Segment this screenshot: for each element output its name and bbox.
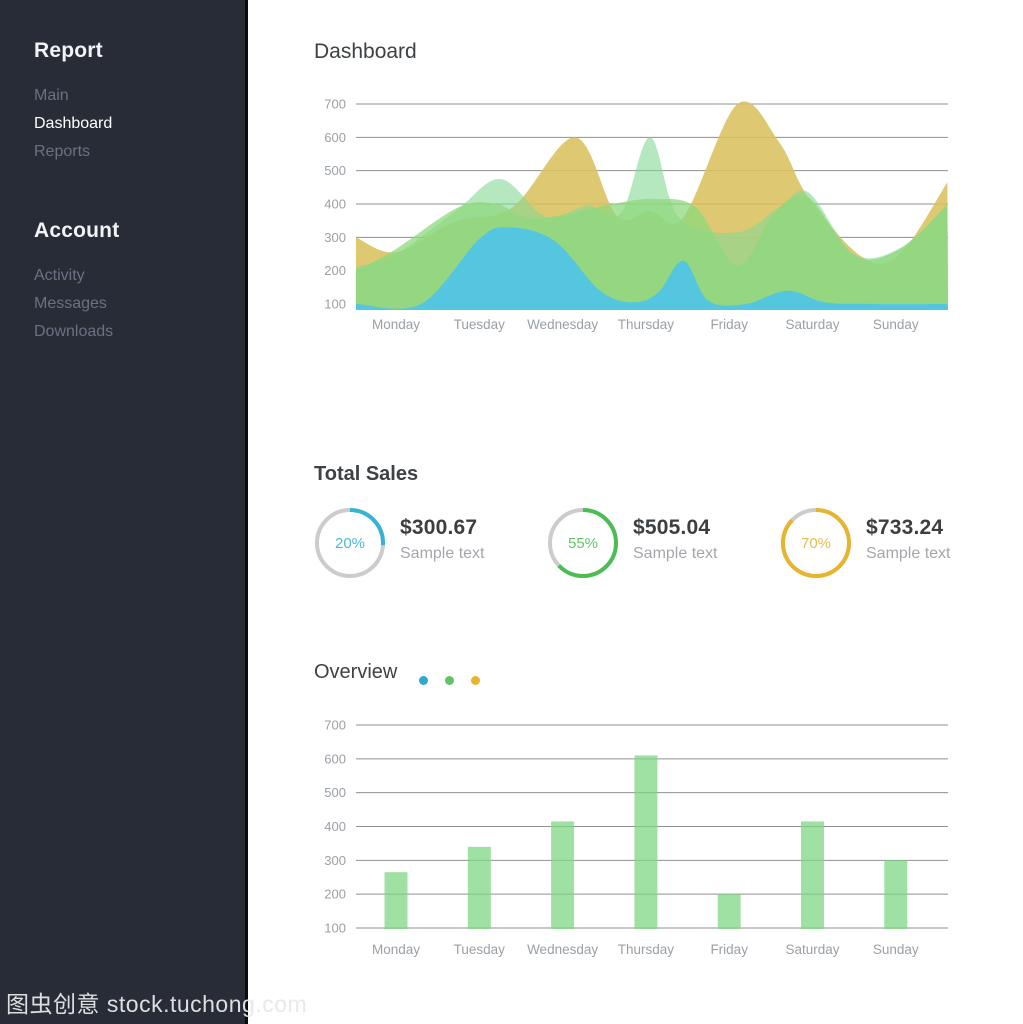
x-tick-label: Sunday	[873, 317, 919, 332]
bar-wednesday	[551, 821, 575, 929]
sidebar-item-messages[interactable]: Messages	[34, 295, 107, 312]
y-tick-label: 200	[324, 263, 346, 278]
y-tick-label: 600	[324, 130, 346, 145]
y-tick-label: 300	[324, 230, 346, 245]
y-tick-label: 300	[324, 853, 346, 868]
sales-card-1: 20% $300.67 Sample text	[314, 507, 539, 583]
y-tick-label: 600	[324, 751, 346, 766]
progress-ring-arc	[315, 508, 385, 578]
sidebar-item-reports[interactable]: Reports	[34, 143, 91, 160]
y-tick-label: 700	[324, 97, 346, 112]
watermark: 图虫创意 stock.tuchong.com	[6, 991, 308, 1017]
x-tick-label: Thursday	[618, 317, 675, 332]
sales-value: $300.67	[400, 516, 478, 539]
chart-legend	[419, 672, 497, 690]
bar-sunday	[884, 860, 908, 929]
sidebar-section-account: Activity Messages Downloads	[34, 262, 245, 346]
x-tick-label: Monday	[372, 942, 420, 957]
legend-dot-green	[445, 676, 454, 686]
x-tick-label: Friday	[710, 317, 748, 332]
sidebar-item-activity[interactable]: Activity	[34, 267, 85, 284]
x-tick-label: Thursday	[618, 942, 675, 957]
x-tick-label: Friday	[710, 942, 748, 957]
x-tick-label: Wednesday	[527, 942, 598, 957]
sidebar-section-report: Main Dashboard Reports	[34, 82, 245, 166]
sales-value: $505.04	[633, 516, 711, 539]
bar-thursday	[634, 755, 658, 929]
x-tick-label: Wednesday	[527, 317, 598, 332]
bar-tuesday	[467, 846, 491, 929]
x-tick-label: Tuesday	[454, 317, 506, 332]
sidebar-section-title-account: Account	[34, 219, 120, 242]
y-tick-label: 400	[324, 197, 346, 212]
weekly-bar-chart: 100 200 300 400 500 600 700 Monday Tuesday Wednes…	[324, 718, 948, 957]
sales-subtitle: Sample text	[400, 545, 485, 562]
overview-title: Overview	[314, 661, 398, 683]
progress-ring	[781, 508, 851, 578]
sidebar: Report Main Dashboard Reports Account Activit…	[0, 0, 248, 1024]
y-tick-label: 700	[324, 718, 346, 733]
bar-monday	[384, 872, 408, 929]
sidebar-nav: Report Main Dashboard Reports Account Activit…	[0, 0, 245, 346]
progress-ring-arc	[781, 508, 851, 578]
progress-ring	[315, 508, 385, 578]
y-tick-label: 500	[324, 785, 346, 800]
y-tick-label: 100	[324, 921, 346, 936]
legend-dot-yellow	[471, 676, 480, 686]
progress-percent-label: 20%	[334, 534, 366, 552]
area-series-blue	[356, 227, 948, 310]
legend-dot-blue	[419, 676, 428, 686]
y-tick-label: 500	[324, 163, 346, 178]
y-tick-label: 400	[324, 819, 346, 834]
sales-card-3: 70% $733.24 Sample text	[780, 507, 1005, 583]
sales-subtitle: Sample text	[633, 545, 718, 562]
sidebar-section-title-report: Report	[34, 39, 103, 62]
y-tick-label: 100	[324, 297, 346, 312]
total-sales-title: Total Sales	[314, 463, 419, 485]
progress-ring	[548, 508, 618, 578]
sales-value: $733.24	[866, 516, 944, 539]
progress-percent-label: 55%	[567, 534, 599, 552]
sidebar-item-main[interactable]: Main	[34, 87, 69, 104]
sales-subtitle: Sample text	[866, 545, 951, 562]
y-tick-label: 200	[324, 887, 346, 902]
weekly-area-chart: 100 200 300 400 500 600 700 Monday Tuesday Wednes…	[324, 97, 948, 332]
x-tick-label: Tuesday	[454, 942, 506, 957]
progress-ring-arc	[548, 508, 618, 578]
sidebar-item-dashboard[interactable]: Dashboard	[34, 115, 113, 132]
x-tick-label: Sunday	[873, 942, 919, 957]
x-tick-label: Saturday	[785, 317, 839, 332]
sidebar-item-downloads[interactable]: Downloads	[34, 323, 114, 340]
progress-percent-label: 70%	[800, 534, 832, 552]
area-series-group	[356, 101, 948, 310]
x-tick-label: Monday	[372, 317, 420, 332]
bar-friday	[717, 894, 741, 929]
sales-card-2: 55% $505.04 Sample text	[547, 507, 772, 583]
page-title: Dashboard	[314, 40, 417, 63]
bar-saturday	[801, 821, 824, 929]
x-tick-label: Saturday	[785, 942, 839, 957]
